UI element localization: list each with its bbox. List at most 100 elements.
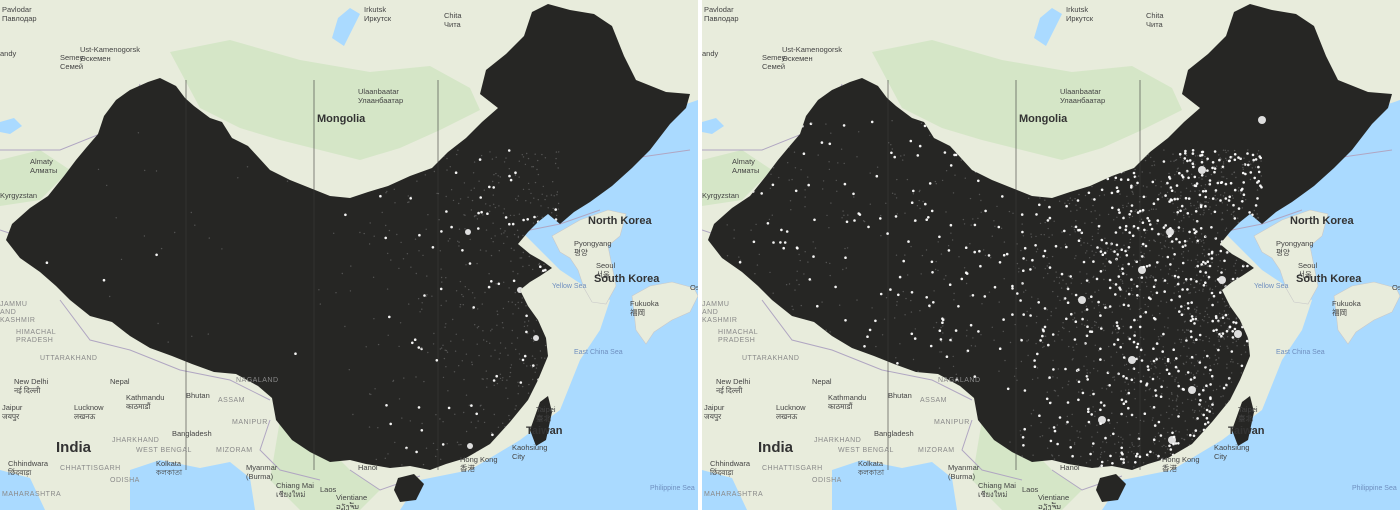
- light-point: [1053, 220, 1055, 222]
- light-point: [733, 229, 735, 231]
- light-point: [407, 195, 409, 197]
- light-point: [1146, 186, 1148, 188]
- map-panel-left[interactable]: Pavlodar Павлодар Irkutsk Иркутск Chita Чита U…: [0, 0, 698, 510]
- light-point: [1149, 388, 1151, 390]
- light-point: [921, 254, 924, 257]
- light-point: [987, 254, 991, 257]
- light-point: [1178, 230, 1180, 232]
- light-point: [1094, 324, 1096, 327]
- light-point: [1091, 445, 1093, 448]
- light-point: [1217, 336, 1219, 338]
- light-point: [445, 366, 447, 368]
- taiwan-region[interactable]: [1232, 396, 1254, 446]
- light-point: [1168, 177, 1172, 180]
- light-point: [910, 311, 913, 313]
- light-point: [1152, 208, 1155, 210]
- light-point: [964, 177, 966, 179]
- light-point: [483, 189, 485, 191]
- light-point: [1134, 331, 1136, 333]
- city-light-cluster: [1098, 416, 1106, 424]
- light-point: [1123, 364, 1126, 366]
- light-point: [1192, 339, 1195, 342]
- light-point: [1130, 186, 1133, 189]
- map-panel-right[interactable]: Pavlodar Павлодар Irkutsk Иркутск Chita Чита U…: [702, 0, 1400, 510]
- light-point: [1191, 241, 1193, 243]
- light-point: [1133, 388, 1136, 390]
- light-point: [1152, 202, 1156, 205]
- light-point: [444, 326, 446, 328]
- light-point: [1231, 358, 1233, 361]
- light-point: [1222, 161, 1225, 163]
- light-point: [1157, 232, 1160, 236]
- light-point: [1090, 330, 1094, 334]
- light-point: [521, 154, 523, 156]
- taiwan-region[interactable]: [530, 396, 552, 446]
- light-point: [512, 279, 516, 283]
- light-point: [1199, 213, 1202, 216]
- light-point: [1020, 249, 1022, 252]
- light-point: [1228, 377, 1230, 379]
- city-light-cluster: [1188, 386, 1196, 394]
- light-point: [1144, 159, 1147, 162]
- light-point: [1136, 226, 1140, 230]
- light-point: [493, 413, 495, 416]
- light-point: [1225, 403, 1227, 405]
- light-point: [1037, 377, 1039, 379]
- light-point: [896, 178, 898, 181]
- china-region[interactable]: [708, 4, 1392, 470]
- light-point: [1067, 384, 1069, 386]
- vegetation-area: [872, 40, 1182, 160]
- light-point: [508, 414, 510, 417]
- light-point: [1168, 172, 1170, 175]
- light-point: [1182, 230, 1184, 232]
- light-point: [1114, 443, 1116, 445]
- light-point: [464, 214, 466, 216]
- light-point: [415, 450, 418, 454]
- light-point: [399, 322, 402, 324]
- light-point: [1159, 372, 1161, 375]
- light-point: [483, 408, 485, 411]
- light-point: [1207, 299, 1210, 301]
- light-point: [1119, 305, 1121, 307]
- light-point: [539, 265, 542, 269]
- light-point: [1144, 303, 1146, 306]
- light-point: [390, 259, 392, 261]
- map-label-irkutsk: Irkutsk Иркутск: [1066, 5, 1094, 23]
- light-point: [1231, 173, 1233, 175]
- light-point: [421, 347, 423, 350]
- light-point: [1145, 243, 1147, 245]
- light-point: [1144, 354, 1146, 356]
- light-point: [1035, 251, 1038, 253]
- light-point: [1201, 252, 1204, 255]
- light-point: [191, 335, 193, 337]
- water-body: [1102, 100, 1400, 510]
- light-point: [1191, 399, 1193, 402]
- hainan-region[interactable]: [1096, 474, 1126, 502]
- light-point: [1052, 359, 1054, 362]
- light-point: [373, 318, 375, 320]
- light-point: [1241, 164, 1244, 166]
- light-point: [1162, 226, 1166, 229]
- light-point: [778, 176, 780, 179]
- light-point: [1237, 221, 1239, 223]
- hainan-region[interactable]: [394, 474, 424, 502]
- light-point: [1121, 289, 1123, 292]
- light-point: [1235, 176, 1237, 179]
- light-point: [998, 370, 1000, 372]
- light-point: [889, 288, 892, 291]
- light-point: [931, 271, 934, 274]
- light-point: [1183, 157, 1187, 160]
- light-point: [896, 362, 899, 365]
- light-point: [1128, 216, 1131, 219]
- light-point: [1223, 310, 1226, 312]
- light-point: [1202, 357, 1205, 359]
- light-point: [1219, 312, 1221, 315]
- light-point: [1233, 171, 1235, 174]
- map-label-vientiane: Vientiane ວຽງຈັນ: [336, 493, 367, 510]
- light-point: [384, 457, 386, 459]
- light-point: [1063, 327, 1065, 330]
- light-point: [1134, 259, 1136, 262]
- light-point: [470, 209, 473, 211]
